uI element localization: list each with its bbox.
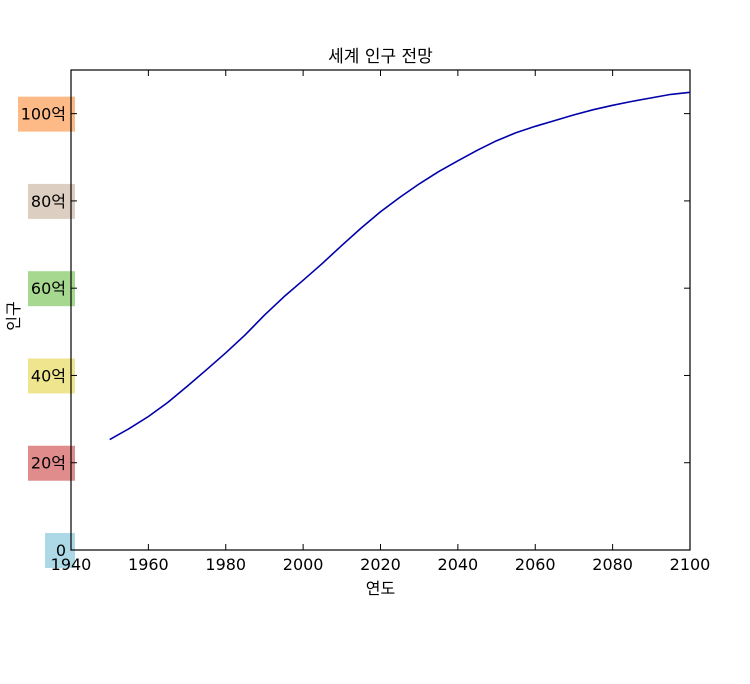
y-tick-label: 20억: [31, 454, 66, 473]
y-tick-label-background: [28, 271, 75, 307]
x-tick-label: 1960: [128, 555, 169, 574]
x-axis-label: 연도: [366, 579, 395, 598]
x-tick-label: 2040: [438, 555, 479, 574]
y-tick-label: 80억: [31, 192, 66, 211]
y-tick-label-background: [28, 445, 75, 481]
plot-area-frame: [70, 69, 691, 551]
y-tick-label-background: [28, 358, 75, 394]
x-tick-label: 2080: [592, 555, 633, 574]
y-tick-label: 60억: [31, 279, 66, 298]
y-tick-label: 100억: [21, 105, 66, 124]
x-tick-label: 2020: [360, 555, 401, 574]
y-tick-label: 40억: [31, 366, 66, 385]
y-tick-label: 0: [56, 541, 66, 560]
y-tick-label-background: [28, 183, 75, 219]
y-tick-label-background: [18, 96, 75, 132]
x-tick-label: 2100: [670, 555, 711, 574]
x-tick-label: 1940: [51, 555, 92, 574]
x-tick-label: 2060: [515, 555, 556, 574]
x-tick-label: 1980: [205, 555, 246, 574]
chart-title: 세계 인구 전망: [328, 47, 433, 67]
tick-label-background-layer: [18, 96, 75, 568]
series-layer: [109, 91, 691, 441]
tick-layer: 1940 1960 1980 2000 2020 2040 2060 2080 2100 0 20억…: [21, 70, 711, 574]
x-tick-label: 2000: [283, 555, 324, 574]
y-tick-label-background: [45, 533, 75, 568]
population-series-line: [109, 91, 691, 441]
y-axis-label: 인구: [4, 301, 23, 330]
